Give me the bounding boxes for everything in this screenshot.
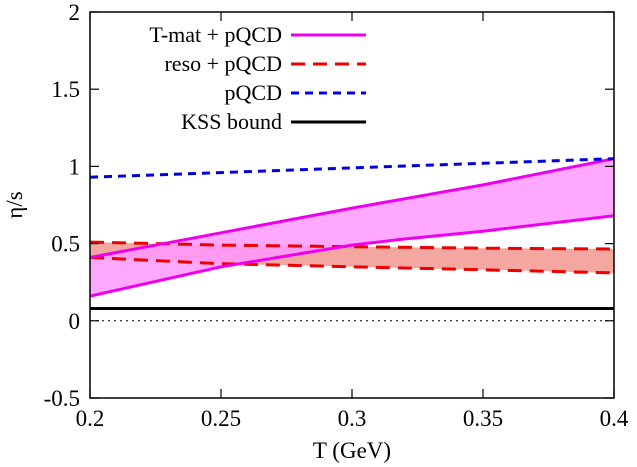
x-tick-label: 0.2	[76, 406, 105, 431]
tmat-upper-line	[89, 157, 615, 259]
y-tick-label: 1.5	[51, 77, 80, 102]
tmat-band-fill	[90, 158, 614, 297]
legend: T-mat + pQCD reso + pQCD pQCD KSS bound	[149, 22, 366, 134]
x-tick-label: 0.35	[463, 406, 503, 431]
x-tick-label: 0.3	[338, 406, 367, 431]
tick-labels: 0.2 0.25 0.3 0.35 0.4 -0.5 0 0.5 1 1.5 2	[44, 0, 629, 431]
axis-ticks	[89, 11, 615, 399]
y-tick-label: 1	[69, 154, 81, 179]
y-tick-label: 0	[69, 309, 81, 334]
pqcd-line	[89, 157, 615, 179]
legend-kss-label: KSS bound	[181, 109, 282, 134]
band-fills	[90, 158, 614, 297]
y-tick-label: -0.5	[44, 386, 80, 411]
series-lines	[89, 157, 615, 322]
x-tick-label: 0.25	[201, 406, 241, 431]
y-tick-label: 2	[69, 0, 81, 25]
legend-tmat-label: T-mat + pQCD	[149, 22, 282, 47]
y-axis-title: η/s	[2, 191, 27, 218]
legend-pqcd-label: pQCD	[225, 80, 282, 105]
y-tick-label: 0.5	[51, 232, 80, 257]
legend-reso-label: reso + pQCD	[164, 51, 282, 76]
tmat-lower-line	[89, 214, 615, 298]
x-axis-title: T (GeV)	[313, 438, 391, 463]
x-tick-label: 0.4	[600, 406, 629, 431]
